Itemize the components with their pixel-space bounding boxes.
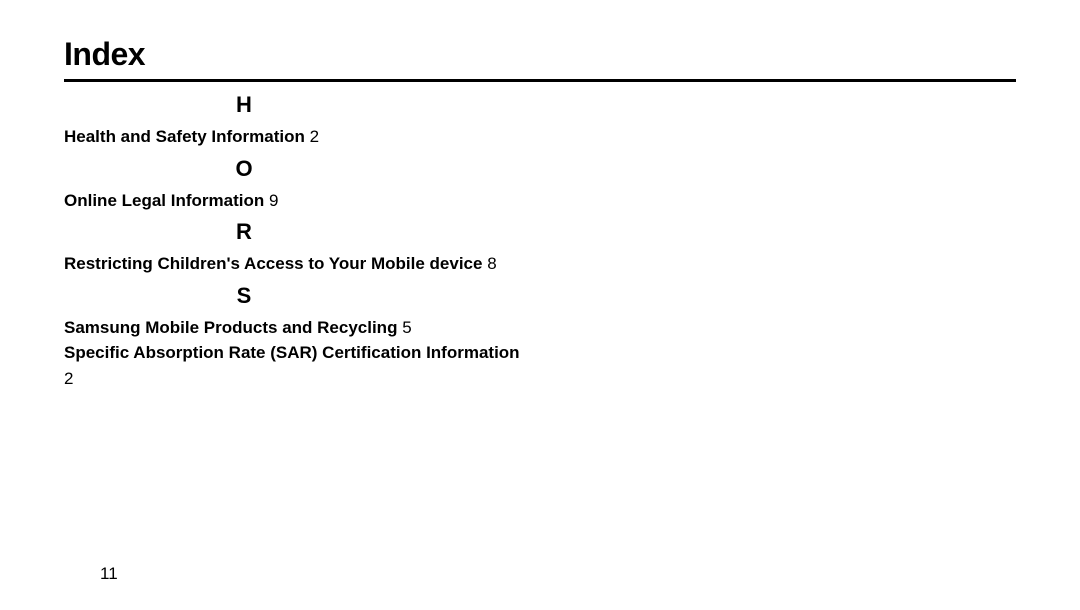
entry-page: 2 <box>64 366 604 392</box>
entry-label: Health and Safety Information <box>64 127 305 146</box>
section-letter-h: H <box>64 92 424 118</box>
entry-page: 9 <box>269 191 278 210</box>
page-title: Index <box>64 36 1016 82</box>
entry-page: 8 <box>487 254 496 273</box>
entry-label: Samsung Mobile Products and Recycling <box>64 318 397 337</box>
index-entry: Specific Absorption Rate (SAR) Certifica… <box>64 340 604 391</box>
section-letter-r: R <box>64 219 424 245</box>
index-entry: Samsung Mobile Products and Recycling 5 <box>64 315 604 341</box>
entry-page: 2 <box>310 127 319 146</box>
entry-label: Restricting Children's Access to Your Mo… <box>64 254 482 273</box>
entry-label: Specific Absorption Rate (SAR) Certifica… <box>64 343 520 362</box>
index-entry: Restricting Children's Access to Your Mo… <box>64 251 604 277</box>
index-entry: Health and Safety Information 2 <box>64 124 604 150</box>
entry-label: Online Legal Information <box>64 191 264 210</box>
page-number: 11 <box>100 564 118 584</box>
index-entry: Online Legal Information 9 <box>64 188 604 214</box>
section-letter-o: O <box>64 156 424 182</box>
section-letter-s: S <box>64 283 424 309</box>
entry-page: 5 <box>402 318 411 337</box>
index-content: H Health and Safety Information 2 O Onli… <box>64 92 604 391</box>
